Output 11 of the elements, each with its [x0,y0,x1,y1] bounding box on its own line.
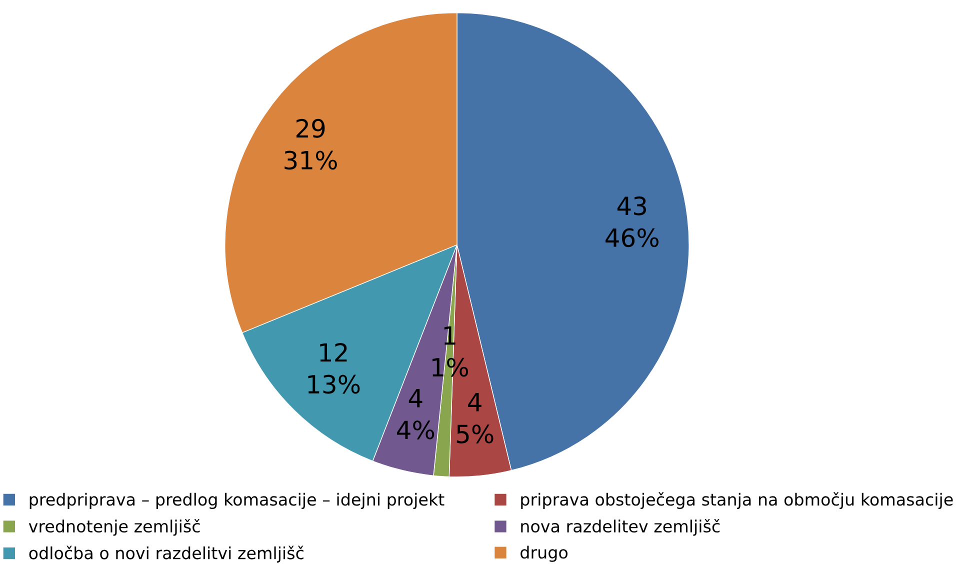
legend-label: vrednotenje zemljišč [28,518,200,536]
legend-label: drugo [520,546,568,562]
data-label: 43 46% [606,196,659,248]
legend-label: priprava obstoječega stanja na območju komasacije [521,492,953,509]
data-label: 4 5% [456,393,494,444]
legend-label: nova razdelitev zemljišč [521,518,720,536]
legend-label: odločba o novi razdelitvi zemljišč [29,546,304,563]
data-label: 29 31% [284,118,337,170]
data-label: 12 13% [308,342,360,394]
data-label: 4 4% [397,389,434,440]
legend-label: predpriprava – predlog komasacije – idejni projekt [30,492,444,509]
